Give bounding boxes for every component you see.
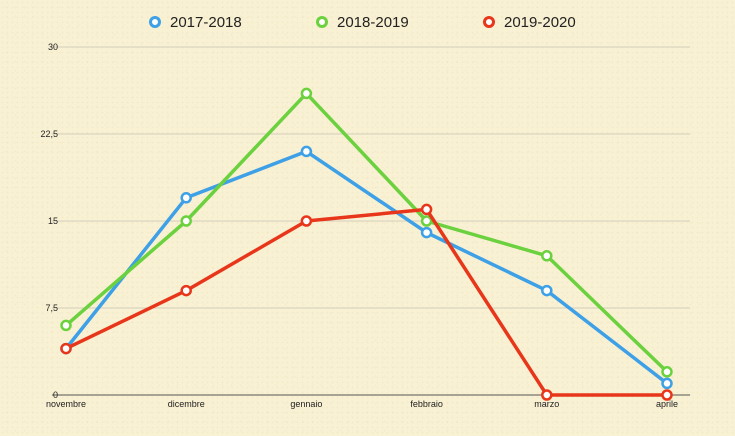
- data-point: [300, 145, 313, 158]
- data-point: [60, 342, 72, 355]
- legend-item: 2017-2018: [149, 14, 242, 31]
- x-axis-ticks: novembre dicembre gennaio febbraio marzo apri…: [46, 399, 678, 409]
- data-point: [541, 284, 553, 297]
- data-point: [661, 366, 673, 378]
- data-point: [661, 377, 673, 390]
- legend-marker: [483, 16, 495, 28]
- series-2017-2018: [60, 145, 673, 390]
- data-point: [180, 284, 192, 297]
- series-2018-2019: [60, 87, 673, 378]
- x-tick-label: febbraio: [410, 399, 443, 409]
- legend-label: 2019-2020: [504, 14, 576, 31]
- x-tick-label: aprile: [656, 399, 678, 409]
- legend-marker: [316, 16, 328, 28]
- data-point: [541, 250, 553, 262]
- data-point: [420, 226, 433, 239]
- data-point: [300, 215, 313, 227]
- x-tick-label: gennaio: [290, 399, 322, 409]
- legend-item: 2019-2020: [483, 14, 576, 31]
- gridlines: [52, 46, 690, 396]
- x-tick-label: marzo: [534, 399, 559, 409]
- y-tick-label: 15: [48, 216, 58, 226]
- data-point: [60, 319, 72, 332]
- data-point: [661, 389, 673, 401]
- legend-marker: [149, 16, 161, 28]
- data-point: [300, 87, 313, 100]
- legend-label: 2018-2019: [337, 14, 409, 31]
- data-point: [180, 192, 192, 204]
- data-point: [420, 203, 433, 216]
- y-tick-label: 0: [53, 390, 58, 400]
- y-tick-label: 30: [48, 42, 58, 52]
- data-point: [541, 389, 553, 401]
- series-2019-2020: [60, 203, 673, 401]
- series-line: [64, 91, 669, 374]
- data-point: [180, 215, 192, 227]
- y-tick-label: 7,5: [45, 303, 58, 313]
- legend-label: 2017-2018: [170, 14, 242, 31]
- x-tick-label: dicembre: [168, 399, 205, 409]
- legend-item: 2018-2019: [316, 14, 409, 31]
- data-point: [420, 215, 433, 227]
- series-line: [64, 207, 669, 397]
- chart-legend: 2017-2018 2018-2019 2019-2020: [149, 14, 576, 31]
- x-tick-label: novembre: [46, 399, 86, 409]
- y-tick-label: 22,5: [40, 129, 58, 139]
- series-line: [64, 149, 669, 386]
- series-lines: [60, 87, 673, 401]
- y-axis-ticks: 0 7,5 15 22,5 30: [40, 42, 58, 400]
